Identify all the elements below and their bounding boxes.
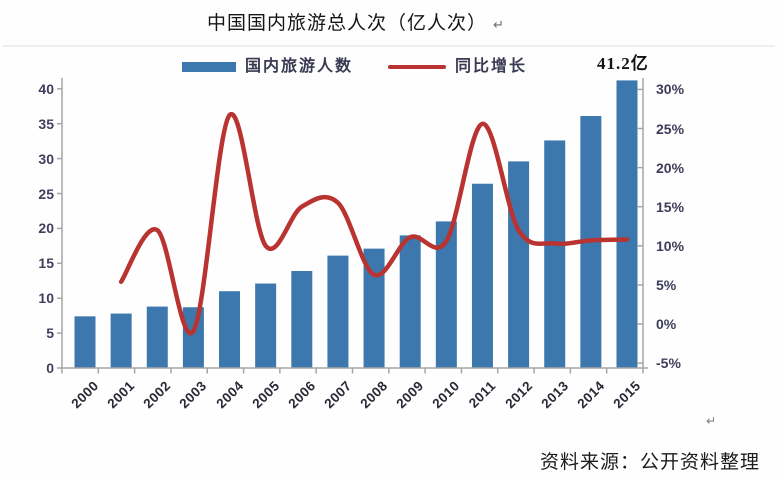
- bar-2015: [616, 80, 638, 368]
- bar-2011: [471, 183, 493, 368]
- growth-line: [118, 112, 630, 336]
- legend-bar-swatch-icon: [182, 62, 236, 72]
- y-right-tick-label: 5%: [656, 276, 677, 293]
- y-left-tick-label: 25: [38, 185, 54, 202]
- chart-title-row: 中国国内旅游总人次（亿人次） ↵: [0, 8, 712, 35]
- bar-2010: [435, 221, 457, 368]
- legend-item-bars: 国内旅游人数: [182, 58, 353, 76]
- paragraph-return-icon: ↵: [493, 18, 505, 33]
- legend-label-line: 同比增长: [455, 58, 528, 75]
- y-left-tick-label: 5: [46, 325, 54, 342]
- y-right-tick-label: 30%: [656, 81, 685, 98]
- y-right-tick-label: -5%: [656, 355, 681, 372]
- y-left-tick-label: 40: [38, 80, 54, 97]
- y-right-tick-label: 10%: [656, 237, 685, 254]
- chart-title: 中国国内旅游总人次（亿人次）: [207, 13, 488, 34]
- bar-2012: [508, 161, 530, 368]
- bar-2001: [110, 313, 132, 368]
- source-note: 资料来源：公开资料整理: [539, 452, 760, 473]
- bar-2008: [363, 248, 385, 368]
- y-right-tick-label: 25%: [656, 120, 685, 137]
- y-right-tick-label: 20%: [656, 159, 685, 176]
- bar-2005: [255, 283, 277, 368]
- y-left-tick-label: 0: [46, 360, 54, 376]
- max-value-data-label: 41.2亿: [597, 54, 649, 73]
- bar-2002: [146, 306, 168, 368]
- y-left-tick-label: 10: [38, 290, 54, 307]
- bar-2007: [327, 255, 349, 368]
- bottom-return-icon: ↵: [706, 414, 717, 428]
- legend-line-swatch-icon: [388, 65, 446, 69]
- y-left-tick-label: 35: [38, 115, 54, 132]
- legend-item-line: 同比增长: [388, 58, 527, 76]
- bar-2013: [544, 140, 566, 368]
- y-left-tick-label: 30: [38, 150, 54, 167]
- bar-2009: [399, 235, 421, 368]
- y-right-tick-label: 15%: [656, 198, 685, 215]
- chart-frame-top-border: [3, 45, 775, 47]
- y-left-tick-label: 15: [38, 255, 54, 272]
- bar-2004: [219, 291, 241, 368]
- bar-2003: [182, 307, 204, 368]
- y-left-tick-label: 20: [38, 220, 54, 237]
- y-right-tick-label: 0%: [656, 316, 677, 332]
- bar-2000: [74, 316, 96, 368]
- bar-2006: [291, 270, 313, 368]
- legend-label-bars: 国内旅游人数: [245, 58, 354, 75]
